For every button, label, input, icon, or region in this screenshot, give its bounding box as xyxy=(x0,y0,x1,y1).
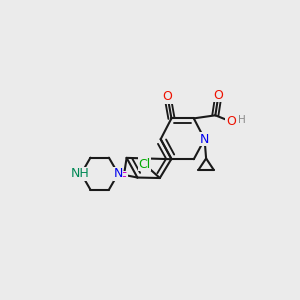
Text: O: O xyxy=(163,90,172,103)
Text: H: H xyxy=(238,115,245,125)
Text: N: N xyxy=(200,133,209,146)
Text: O: O xyxy=(226,115,236,128)
Text: NH: NH xyxy=(70,167,89,180)
Text: N: N xyxy=(113,167,123,180)
Text: F: F xyxy=(120,171,127,184)
Text: O: O xyxy=(214,89,224,102)
Text: Cl: Cl xyxy=(138,158,151,171)
